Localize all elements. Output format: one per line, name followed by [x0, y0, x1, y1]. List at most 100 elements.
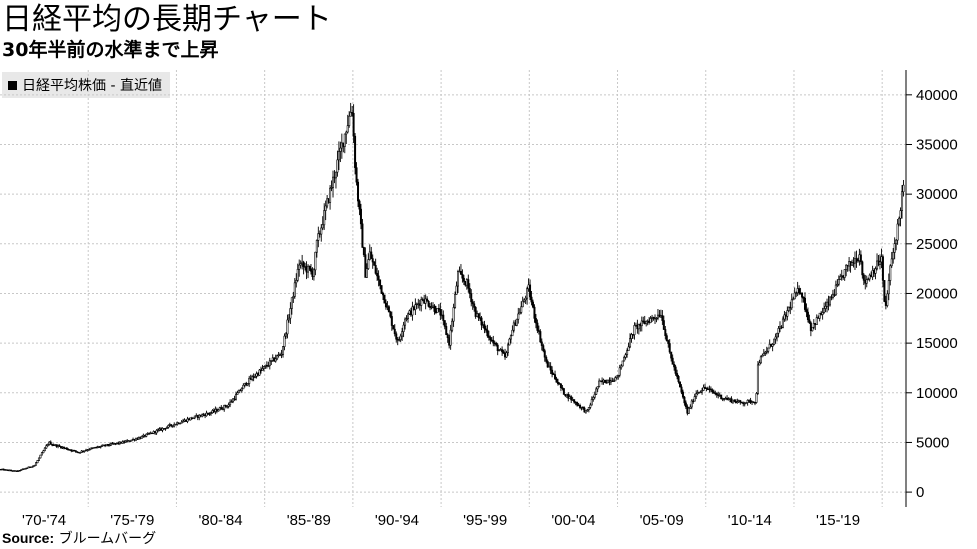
candle-body — [573, 399, 576, 403]
candle-body — [808, 319, 811, 324]
candle-body — [445, 326, 448, 335]
candle-body — [30, 466, 33, 468]
candle-body — [355, 167, 358, 183]
candle-body — [621, 360, 624, 367]
candle-body — [320, 227, 323, 235]
candle-body — [290, 297, 293, 309]
candle-body — [383, 294, 386, 304]
candle-body — [736, 401, 739, 403]
candle-body — [836, 283, 839, 286]
candle-body — [620, 365, 623, 369]
candle-body — [436, 308, 439, 314]
candle-body — [681, 391, 684, 398]
candle-body — [584, 410, 587, 413]
x-tick-label: '05-'09 — [640, 512, 684, 529]
candle-body — [262, 366, 265, 369]
candle-body — [673, 364, 676, 368]
candle-body — [236, 392, 239, 395]
candle-body — [530, 296, 533, 303]
candle-body — [859, 254, 862, 263]
candle-body — [764, 351, 767, 354]
candle-body — [387, 306, 390, 313]
candle-body — [229, 401, 232, 406]
candle-body — [442, 314, 445, 321]
candle-body — [407, 313, 410, 320]
candle-body — [531, 301, 534, 308]
candle-body — [462, 277, 465, 282]
candle-body — [471, 301, 474, 305]
candle-body — [781, 318, 784, 328]
candle-body — [234, 394, 237, 400]
candle-body — [524, 297, 527, 301]
candle-body — [474, 307, 477, 317]
candle-body — [140, 435, 143, 439]
candle-body — [652, 317, 655, 319]
legend-swatch — [8, 80, 17, 90]
candle-body — [567, 393, 570, 399]
candle-body — [74, 450, 77, 452]
candle-body — [430, 306, 433, 309]
candle-body — [390, 316, 393, 326]
candle-body — [834, 284, 837, 296]
x-tick-label: '70-'74 — [22, 512, 66, 529]
candle-body — [283, 335, 286, 347]
candle-body — [687, 407, 690, 414]
candle-body — [556, 381, 559, 384]
candle-body — [470, 293, 473, 303]
candle-body — [674, 366, 677, 374]
candle-body — [593, 393, 596, 398]
legend-label: 日経平均株価 - 直近値 — [22, 78, 162, 94]
candle-body — [37, 457, 40, 461]
candle-body — [554, 374, 557, 380]
candle-body — [518, 312, 521, 315]
candle-body — [352, 112, 355, 137]
candle-body — [505, 352, 508, 358]
candle-body — [174, 423, 177, 426]
candle-body — [761, 355, 764, 358]
candle-body — [595, 388, 598, 395]
y-tick-label: 25000 — [916, 236, 958, 253]
candle-body — [295, 280, 298, 284]
candle-body — [282, 346, 285, 355]
candle-body — [420, 299, 423, 306]
candle-body — [745, 402, 748, 404]
candle-body — [330, 187, 333, 189]
candle-body — [220, 407, 223, 410]
candle-body — [293, 282, 296, 297]
x-tick-label: '15-'19 — [816, 512, 860, 529]
candle-body — [517, 313, 520, 320]
y-tick-label: 10000 — [916, 385, 958, 402]
candle-body — [777, 328, 780, 334]
candle-body — [774, 336, 777, 340]
x-tick-label: '80-'84 — [198, 512, 242, 529]
chart-title: 日経平均の長期チャート — [2, 2, 332, 37]
candle-body — [590, 399, 593, 406]
candle-body — [624, 354, 627, 358]
candle-body — [345, 131, 348, 135]
candle-body — [107, 443, 110, 446]
candle-body — [549, 365, 552, 371]
source-note: Source: ブルームバーグ — [2, 529, 156, 548]
candle-body — [395, 333, 398, 340]
candle-body — [40, 452, 43, 456]
candle-body — [855, 258, 858, 263]
candle-body — [362, 247, 365, 255]
y-tick-label: 30000 — [916, 186, 958, 203]
candle-body — [555, 378, 558, 383]
candle-body — [589, 404, 592, 408]
candle-body — [274, 358, 277, 362]
candle-body — [689, 406, 692, 409]
candle-body — [329, 187, 332, 203]
candle-body — [821, 312, 824, 315]
candle-body — [715, 393, 718, 396]
candle-body — [756, 364, 759, 394]
candle-body — [446, 334, 449, 339]
candle-body — [895, 239, 898, 245]
candle-body — [182, 420, 185, 423]
candle-body — [501, 349, 504, 353]
candle-body — [486, 329, 489, 337]
candle-body — [637, 323, 640, 330]
candle-body — [221, 408, 224, 411]
candle-body — [451, 320, 454, 331]
